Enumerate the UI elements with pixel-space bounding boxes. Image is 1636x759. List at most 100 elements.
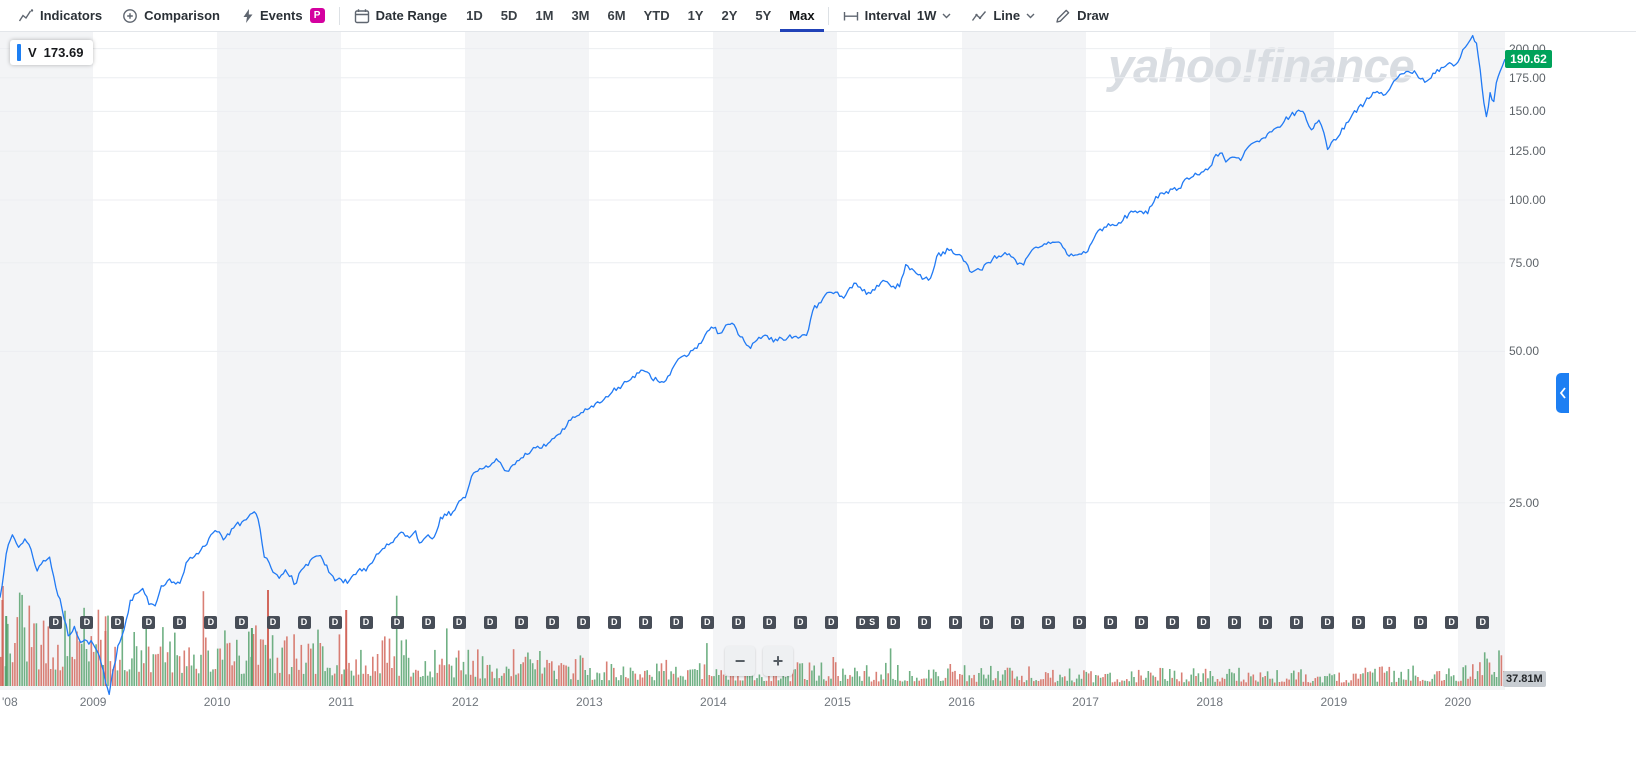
range-max[interactable]: Max <box>780 0 823 32</box>
dividend-marker[interactable]: D <box>979 616 993 629</box>
dividend-marker[interactable]: D <box>1135 616 1148 629</box>
time-axis-label: 2020 <box>1444 695 1472 709</box>
dividend-marker[interactable]: D <box>762 616 776 629</box>
dividend-marker[interactable]: D <box>328 616 342 629</box>
dividend-marker[interactable]: D <box>1383 616 1397 629</box>
dividend-marker[interactable]: D <box>297 616 311 629</box>
dividend-marker[interactable]: D <box>824 616 838 629</box>
interval-label: Interval <box>864 8 911 23</box>
dividend-marker[interactable]: D <box>452 616 466 629</box>
dividend-marker[interactable]: D <box>80 616 94 629</box>
dividend-marker[interactable]: D <box>948 616 962 629</box>
time-axis-label: 2014 <box>700 695 727 709</box>
dividend-marker[interactable]: D <box>514 616 528 629</box>
dividend-marker[interactable]: D <box>545 616 559 629</box>
dividend-marker[interactable]: D <box>1445 616 1459 629</box>
dividend-marker[interactable]: D <box>700 616 714 629</box>
zoom-out-button[interactable]: − <box>725 646 755 676</box>
split-marker[interactable]: S <box>865 616 879 629</box>
chevron-down-icon <box>1026 13 1035 18</box>
dividend-marker[interactable]: D <box>483 616 497 629</box>
dividend-marker[interactable]: D <box>1290 616 1304 629</box>
indicators-button[interactable]: Indicators <box>8 0 112 32</box>
events-button[interactable]: Events P <box>230 0 335 32</box>
chart-toolbar: Indicators Comparison Events P Date Rang… <box>0 0 1636 32</box>
dividend-marker[interactable]: D <box>390 616 404 629</box>
dividend-marker[interactable]: D <box>1321 616 1335 629</box>
range-1y[interactable]: 1Y <box>687 7 704 23</box>
dividend-marker[interactable]: D <box>1414 616 1428 629</box>
year-band <box>713 32 838 690</box>
toolbar-divider <box>338 6 340 25</box>
price-axis-label: 100.00 <box>1509 193 1546 207</box>
time-axis-label: 2019 <box>1320 695 1348 709</box>
year-band <box>961 32 1086 690</box>
dividend-marker[interactable]: D <box>1352 616 1366 629</box>
dividend-marker[interactable]: D <box>266 616 280 629</box>
range-1d[interactable]: 1D <box>466 7 483 23</box>
dividend-marker[interactable]: D <box>142 616 156 629</box>
comparison-icon <box>123 8 138 23</box>
legend-price: 173.69 <box>43 45 84 60</box>
time-axis-label: 2017 <box>1072 695 1099 709</box>
dividend-marker[interactable]: D <box>669 616 683 629</box>
chart-area[interactable]: yahoo!finance D D D D D D D D D D D D D D D D D D D D D D D D D D… <box>0 32 1636 759</box>
price-volume-plot <box>0 34 1506 696</box>
dividend-marker[interactable]: D <box>204 616 218 629</box>
dividend-marker[interactable]: D <box>1072 616 1086 629</box>
dividend-marker[interactable]: D <box>638 616 652 629</box>
dividend-marker[interactable]: D <box>855 616 869 629</box>
year-band <box>217 32 342 690</box>
dividend-marker[interactable]: D <box>111 616 125 629</box>
date-range-button[interactable]: Date Range <box>344 0 458 32</box>
indicators-icon <box>18 8 34 21</box>
year-band <box>0 32 94 690</box>
dividend-marker[interactable]: D <box>1103 616 1117 629</box>
zoom-controls: − + <box>725 646 793 676</box>
expand-panel-tab[interactable] <box>1556 373 1569 413</box>
range-2y[interactable]: 2Y <box>721 7 738 23</box>
dividend-marker[interactable]: D <box>1476 616 1490 629</box>
gridlines <box>0 48 1505 504</box>
symbol-legend[interactable]: V 173.69 <box>10 40 94 65</box>
range-ytd[interactable]: YTD <box>643 7 670 23</box>
range-1m[interactable]: 1M <box>535 7 554 23</box>
dividend-marker[interactable]: D <box>731 616 745 629</box>
volume-bars <box>0 586 1505 686</box>
dividend-marker[interactable]: D <box>421 616 435 629</box>
dividend-marker[interactable]: D <box>1010 616 1024 629</box>
range-5d[interactable]: 5D <box>500 7 518 23</box>
dividend-marker[interactable]: D <box>235 616 249 629</box>
premium-badge: P <box>309 8 325 23</box>
dividend-marker[interactable]: D <box>793 616 807 629</box>
time-axis-label: 2009 <box>79 695 107 709</box>
year-band <box>465 32 590 690</box>
dividend-marker[interactable]: D <box>576 616 590 629</box>
calendar-icon <box>354 8 369 23</box>
line-chart-icon <box>972 10 987 21</box>
dividend-marker[interactable]: D <box>173 616 187 629</box>
dividend-marker[interactable]: D <box>1166 616 1179 629</box>
toolbar-divider <box>827 6 829 25</box>
dividend-marker[interactable]: D <box>1041 616 1055 629</box>
time-axis-label: 2018 <box>1196 695 1224 709</box>
time-axis-label: '08 <box>2 695 18 709</box>
dividend-marker[interactable]: D <box>886 616 900 629</box>
draw-button[interactable]: Draw <box>1045 0 1119 32</box>
range-6m[interactable]: 6M <box>607 7 626 23</box>
zoom-in-button[interactable]: + <box>763 646 793 676</box>
interval-dropdown[interactable]: Interval 1W <box>833 0 962 32</box>
dividend-marker[interactable]: D <box>917 616 931 629</box>
dividend-marker[interactable]: D <box>1197 616 1210 629</box>
dividend-marker[interactable]: D <box>359 616 373 629</box>
dividend-marker[interactable]: D <box>607 616 621 629</box>
comparison-button[interactable]: Comparison <box>112 0 230 32</box>
events-label: Events <box>259 8 303 23</box>
chart-type-dropdown[interactable]: Line <box>961 0 1045 32</box>
dividend-marker[interactable]: D <box>1228 616 1241 629</box>
range-3m[interactable]: 3M <box>571 7 590 23</box>
range-5y[interactable]: 5Y <box>755 7 772 23</box>
dividend-marker[interactable]: D <box>49 616 63 629</box>
dividend-marker[interactable]: D <box>1259 616 1272 629</box>
